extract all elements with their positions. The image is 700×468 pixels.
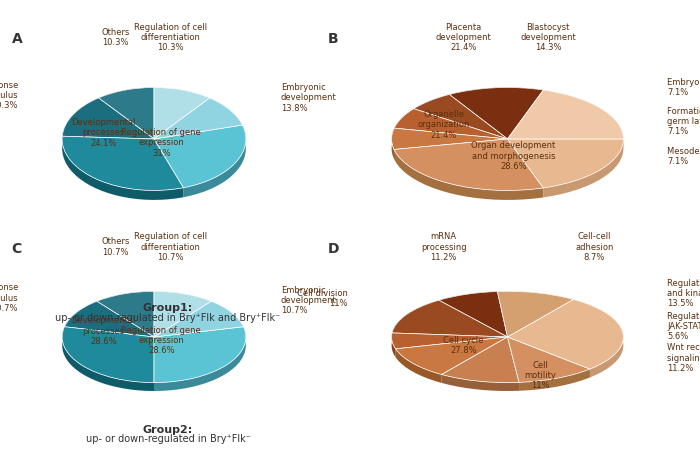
Text: Wnt receptor
signaling pathway
11.2%: Wnt receptor signaling pathway 11.2% — [668, 343, 700, 373]
Text: Blastocyst
development
14.3%: Blastocyst development 14.3% — [520, 22, 576, 52]
Text: Cell
motility
11%: Cell motility 11% — [524, 361, 556, 390]
Wedge shape — [508, 337, 590, 382]
Wedge shape — [508, 139, 624, 188]
Text: Placenta
development
21.4%: Placenta development 21.4% — [435, 22, 491, 52]
Text: Regulation of phosphorylation
and kinase activity
13.5%: Regulation of phosphorylation and kinase… — [668, 278, 700, 308]
Polygon shape — [519, 369, 590, 391]
Wedge shape — [154, 291, 211, 337]
Text: B: B — [328, 32, 338, 46]
Text: Regulation of gene
expression
31%: Regulation of gene expression 31% — [122, 128, 201, 158]
Polygon shape — [392, 300, 439, 341]
Polygon shape — [543, 90, 624, 148]
Text: up- or down-regulated in Bry⁺Flk and Bry⁺Flk⁻: up- or down-regulated in Bry⁺Flk and Bry… — [55, 313, 281, 322]
Wedge shape — [439, 292, 507, 337]
Wedge shape — [154, 88, 209, 139]
Polygon shape — [573, 300, 624, 378]
Text: Cellular response
to stimulus
10.3%: Cellular response to stimulus 10.3% — [0, 80, 18, 110]
Text: Regulation of cell
differentiation
10.7%: Regulation of cell differentiation 10.7% — [134, 232, 207, 262]
Text: Others
10.3%: Others 10.3% — [102, 28, 130, 47]
Text: up- or down-regulated in Bry⁺Flk⁻: up- or down-regulated in Bry⁺Flk⁻ — [85, 434, 251, 444]
Polygon shape — [154, 88, 209, 108]
Text: Regulation of gene
expression
28.6%: Regulation of gene expression 28.6% — [122, 326, 201, 355]
Polygon shape — [394, 149, 543, 200]
Wedge shape — [391, 333, 507, 349]
Polygon shape — [442, 374, 519, 391]
Wedge shape — [395, 337, 508, 374]
Text: Regulation of
JAK-STAT cascade
5.6%: Regulation of JAK-STAT cascade 5.6% — [668, 312, 700, 341]
Wedge shape — [62, 327, 154, 382]
Wedge shape — [442, 337, 519, 382]
Polygon shape — [97, 291, 154, 310]
Polygon shape — [414, 95, 449, 118]
Wedge shape — [391, 128, 507, 149]
Text: Embryonic
development
10.7%: Embryonic development 10.7% — [281, 285, 337, 315]
Wedge shape — [449, 88, 543, 139]
Text: Group2:: Group2: — [143, 425, 193, 435]
Polygon shape — [154, 327, 246, 391]
Wedge shape — [414, 95, 508, 139]
Polygon shape — [183, 125, 246, 197]
Polygon shape — [99, 88, 154, 108]
Polygon shape — [62, 98, 99, 146]
Wedge shape — [154, 301, 244, 337]
Polygon shape — [62, 136, 183, 200]
Polygon shape — [395, 349, 442, 383]
Text: Formation of primary
germ layer
7.1%: Formation of primary germ layer 7.1% — [668, 107, 700, 137]
Polygon shape — [439, 292, 498, 308]
Polygon shape — [64, 301, 97, 335]
Wedge shape — [154, 125, 246, 188]
Wedge shape — [508, 300, 624, 369]
Wedge shape — [154, 98, 242, 139]
Wedge shape — [154, 327, 246, 382]
Wedge shape — [392, 300, 508, 337]
Text: mRNA
processing
11.2%: mRNA processing 11.2% — [421, 232, 466, 262]
Text: Cell-cell
adhesion
8.7%: Cell-cell adhesion 8.7% — [575, 232, 614, 262]
Text: Organelle
organization
21.4%: Organelle organization 21.4% — [417, 110, 470, 139]
Text: Developmental
processes
28.6%: Developmental processes 28.6% — [71, 316, 136, 346]
Wedge shape — [498, 292, 573, 337]
Wedge shape — [62, 136, 183, 190]
Wedge shape — [62, 98, 154, 139]
Text: Mesoderm formation
7.1%: Mesoderm formation 7.1% — [668, 146, 700, 166]
Text: Cell cycle
27.8%: Cell cycle 27.8% — [443, 336, 484, 355]
Text: Embryonic cleavage
7.1%: Embryonic cleavage 7.1% — [668, 78, 700, 97]
Text: Embryonic
development
13.8%: Embryonic development 13.8% — [281, 83, 337, 113]
Polygon shape — [543, 139, 624, 197]
Text: Cell division
11%: Cell division 11% — [297, 289, 347, 308]
Wedge shape — [508, 90, 624, 139]
Polygon shape — [154, 291, 211, 310]
Wedge shape — [394, 109, 508, 139]
Polygon shape — [211, 301, 244, 335]
Polygon shape — [449, 88, 543, 104]
Wedge shape — [64, 301, 154, 337]
Text: Group1:: Group1: — [143, 303, 193, 313]
Text: Organ development
and morphogenesis
28.6%: Organ development and morphogenesis 28.6… — [471, 141, 555, 171]
Text: Cellular response
to stimulus
10.7%: Cellular response to stimulus 10.7% — [0, 284, 18, 313]
Wedge shape — [97, 291, 154, 337]
Polygon shape — [391, 333, 395, 357]
Wedge shape — [99, 88, 154, 139]
Text: Regulation of cell
differentiation
10.3%: Regulation of cell differentiation 10.3% — [134, 22, 207, 52]
Text: Developmental
processes
24.1%: Developmental processes 24.1% — [71, 118, 136, 147]
Wedge shape — [394, 139, 543, 190]
Text: Others
10.7%: Others 10.7% — [102, 237, 130, 257]
Text: A: A — [12, 32, 22, 46]
Polygon shape — [209, 98, 242, 134]
Polygon shape — [498, 292, 573, 308]
Text: D: D — [328, 242, 340, 256]
Polygon shape — [394, 109, 414, 138]
Text: C: C — [12, 242, 22, 256]
Polygon shape — [391, 128, 394, 159]
Polygon shape — [62, 327, 154, 391]
